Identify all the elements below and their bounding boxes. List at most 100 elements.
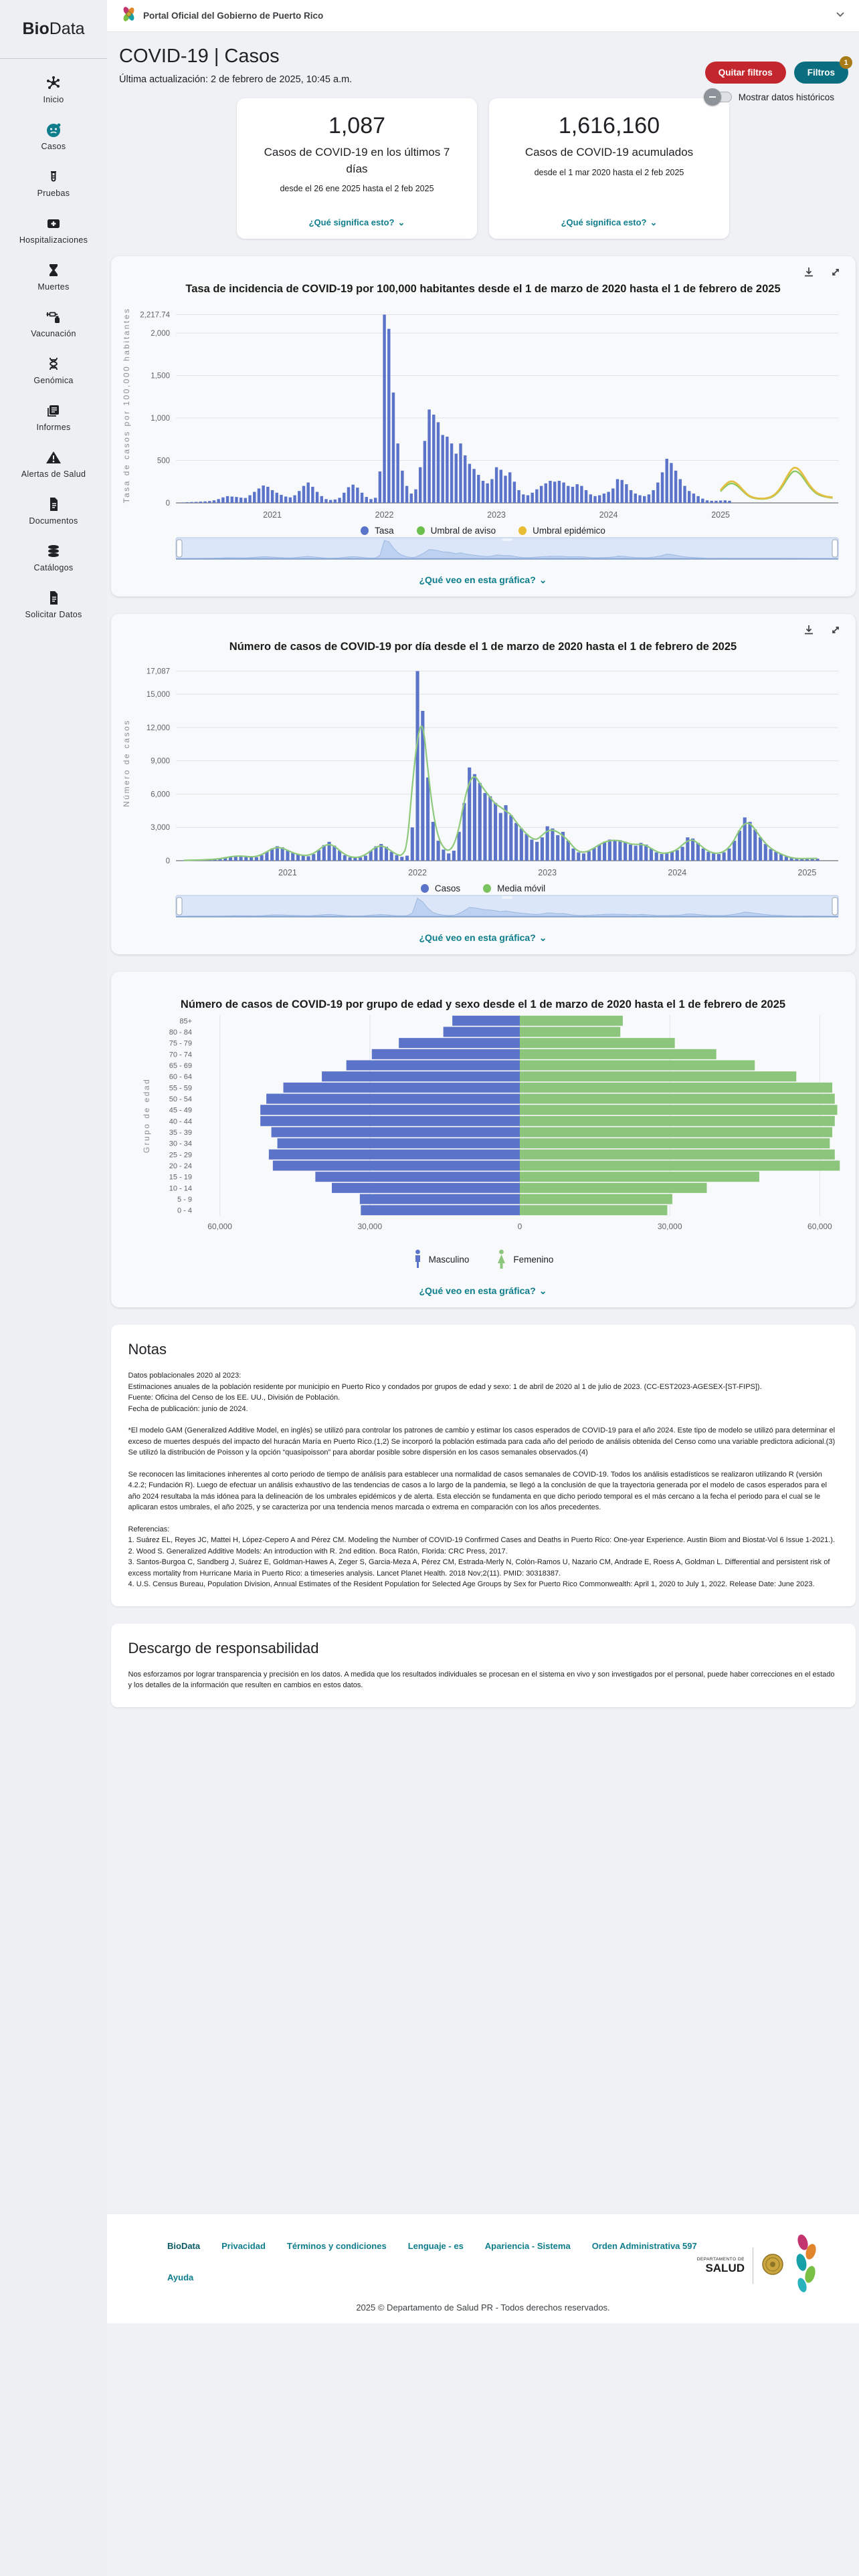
stat-cards: 1,087 Casos de COVID-19 en los últimos 7… xyxy=(237,98,729,239)
svg-text:0: 0 xyxy=(166,857,170,865)
legend-label: Umbral epidémico xyxy=(533,526,605,536)
legend-item[interactable]: Umbral epidémico xyxy=(518,526,605,536)
remove-filters-button[interactable]: Quitar filtros xyxy=(704,62,786,84)
sidebar-item-hospitalizaciones[interactable]: Hospitalizaciones xyxy=(0,206,107,253)
incidence-rate-chart: 0 500 1,000 1,500 2,000 2,217.74 2021 2022 2023 2… xyxy=(122,308,838,520)
expand-icon[interactable] xyxy=(829,265,842,279)
what-does-this-mean-link[interactable]: ¿Qué significa esto? ⌄ xyxy=(308,217,405,227)
what-do-i-see-link[interactable]: ¿Qué veo en esta gráfica? ⌄ xyxy=(419,574,547,585)
reference-line: 4. U.S. Census Bureau, Population Divisi… xyxy=(128,1580,815,1588)
alert-icon xyxy=(45,449,62,466)
legend-item[interactable]: Femenino xyxy=(496,1249,553,1269)
header-actions: Quitar filtros Filtros 1 Mostrar datos h… xyxy=(703,56,852,106)
legend-item[interactable]: Umbral de aviso xyxy=(416,526,496,536)
svg-text:80 - 84: 80 - 84 xyxy=(169,1029,192,1037)
biodata-logo[interactable]: BioData xyxy=(0,0,107,59)
svg-text:30,000: 30,000 xyxy=(658,1222,682,1231)
doc-icon xyxy=(45,496,62,513)
svg-text:1,000: 1,000 xyxy=(151,415,170,423)
stat-value: 1,616,160 xyxy=(558,113,660,138)
reference-line: Referencias: xyxy=(128,1525,170,1533)
svg-text:60,000: 60,000 xyxy=(207,1222,232,1231)
brush-handle-left[interactable] xyxy=(176,539,183,558)
sidebar-item-casos[interactable]: Casos xyxy=(0,112,107,159)
toggle-knob xyxy=(703,88,721,106)
svg-text:20 - 24: 20 - 24 xyxy=(169,1162,192,1170)
chart-legend: Masculino Femenino xyxy=(118,1249,849,1269)
footer-link-apariencia-sistema[interactable]: Apariencia - Sistema xyxy=(484,2240,571,2251)
legend-item[interactable]: Masculino xyxy=(413,1249,469,1269)
range-slider[interactable] xyxy=(118,536,848,562)
sidebar-item-label: Informes xyxy=(36,422,71,432)
sidebar-item-alertas-de-salud[interactable]: Alertas de Salud xyxy=(0,440,107,487)
svg-text:70 - 74: 70 - 74 xyxy=(169,1051,192,1059)
chevron-down-icon[interactable] xyxy=(835,9,846,23)
sidebar-item-vacunación[interactable]: Vacunación xyxy=(0,300,107,346)
download-icon[interactable] xyxy=(802,623,816,637)
brush-handle-right[interactable] xyxy=(832,897,838,916)
notes-references: Referencias: 1. Suárez EL, Reyes JC, Matt… xyxy=(128,1524,838,1590)
report-icon xyxy=(45,402,62,419)
colorful-petals-icon xyxy=(792,2234,819,2298)
sidebar-item-pruebas[interactable]: Pruebas xyxy=(0,159,107,206)
footer-link-ayuda[interactable]: Ayuda xyxy=(167,2272,194,2282)
notes-limitations-paragraph: Se reconocen las limitaciones inherentes… xyxy=(128,1470,827,1512)
brush-handle-right[interactable] xyxy=(832,539,838,558)
svg-text:2022: 2022 xyxy=(408,868,427,877)
chart-legend: Casos Media móvil xyxy=(118,883,849,893)
sidebar-item-muertes[interactable]: Muertes xyxy=(0,253,107,300)
legend-item[interactable]: Casos xyxy=(420,883,460,893)
note-line: Datos poblacionales 2020 al 2023: xyxy=(128,1372,242,1380)
expand-icon[interactable] xyxy=(829,623,842,637)
footer-link-orden-administrativa-597[interactable]: Orden Administrativa 597 xyxy=(591,2240,697,2251)
svg-text:6,000: 6,000 xyxy=(151,790,170,798)
sidebar-nav: Inicio Casos Pruebas Hospitalizaciones M… xyxy=(0,59,107,627)
footer-link-biodata[interactable]: BioData xyxy=(167,2240,201,2251)
range-slider[interactable] xyxy=(118,893,848,920)
svg-text:17,087: 17,087 xyxy=(147,668,170,676)
svg-text:10 - 14: 10 - 14 xyxy=(169,1184,192,1192)
footer-link-t-rminos-y-condiciones[interactable]: Términos y condiciones xyxy=(286,2240,387,2251)
historic-data-toggle[interactable] xyxy=(703,88,732,106)
what-do-i-see-link[interactable]: ¿Qué veo en esta gráfica? ⌄ xyxy=(419,932,547,943)
footer-links: BioData Privacidad Términos y condiciones L… xyxy=(167,2241,799,2251)
what-do-i-see-link[interactable]: ¿Qué veo en esta gráfica? ⌄ xyxy=(419,1285,547,1296)
sidebar-item-catálogos[interactable]: Catálogos xyxy=(0,534,107,580)
svg-text:2,217.74: 2,217.74 xyxy=(140,311,170,319)
sidebar-item-genómica[interactable]: Genómica xyxy=(0,346,107,393)
sidebar-item-inicio[interactable]: Inicio xyxy=(0,66,107,112)
last-updated: Última actualización: 2 de febrero de 20… xyxy=(119,74,353,85)
download-icon[interactable] xyxy=(802,265,816,279)
legend-item[interactable]: Tasa xyxy=(361,526,394,536)
sidebar-item-label: Catálogos xyxy=(33,562,74,572)
svg-text:15 - 19: 15 - 19 xyxy=(169,1174,192,1182)
daily-cases-chart: 0 3,000 6,000 9,000 12,000 15,000 17,087 2021 20… xyxy=(122,668,838,877)
syringe-icon xyxy=(45,308,62,326)
stat-card-accumulated: 1,616,160 Casos de COVID-19 acumulados d… xyxy=(489,98,729,239)
sidebar-item-solicitar-datos[interactable]: Solicitar Datos xyxy=(0,580,107,627)
legend-label: Umbral de aviso xyxy=(430,526,496,536)
what-does-this-mean-link[interactable]: ¿Qué significa esto? ⌄ xyxy=(561,217,658,227)
svg-text:65 - 69: 65 - 69 xyxy=(169,1062,192,1070)
dna-icon xyxy=(45,355,62,372)
doc-icon xyxy=(45,589,62,607)
svg-text:5 - 9: 5 - 9 xyxy=(177,1196,192,1204)
copyright: 2025 © Departamento de Salud PR - Todos … xyxy=(356,2302,610,2313)
government-topbar: Portal Oficial del Gobierno de Puerto Ri… xyxy=(107,0,859,32)
svg-text:0: 0 xyxy=(518,1222,522,1231)
disclaimer-title: Descargo de responsabilidad xyxy=(128,1639,319,1656)
filters-button[interactable]: Filtros 1 xyxy=(793,56,852,84)
sidebar-item-documentos[interactable]: Documentos xyxy=(0,487,107,534)
virus-icon xyxy=(45,74,62,92)
reference-line: 1. Suárez EL, Reyes JC, Mattei H, López-… xyxy=(128,1536,836,1544)
footer-link-lenguaje-es[interactable]: Lenguaje - es xyxy=(407,2240,464,2251)
brush-handle-left[interactable] xyxy=(176,897,183,916)
footer-link-privacidad[interactable]: Privacidad xyxy=(221,2240,266,2251)
footer: BioData Privacidad Términos y condiciones L… xyxy=(107,2214,859,2323)
sidebar-item-informes[interactable]: Informes xyxy=(0,393,107,440)
legend-item[interactable]: Media móvil xyxy=(483,883,545,893)
pr-government-logo xyxy=(120,6,136,25)
svg-text:2022: 2022 xyxy=(375,510,394,520)
chart-title: Número de casos de COVID-19 por grupo de… xyxy=(180,998,786,1010)
svg-text:2025: 2025 xyxy=(711,510,730,520)
